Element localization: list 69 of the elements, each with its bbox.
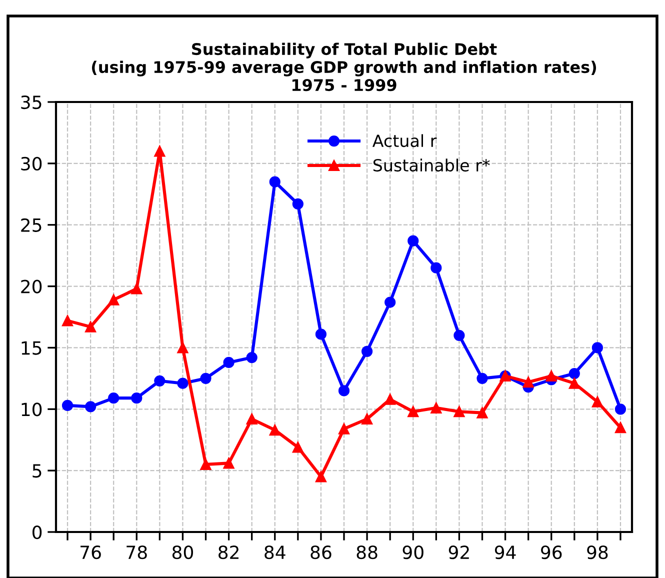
point: [430, 262, 442, 274]
point: [269, 424, 280, 436]
x-tick-label: 96: [541, 546, 562, 560]
point: [614, 422, 626, 434]
point: [246, 413, 258, 425]
point: [223, 458, 234, 469]
point: [62, 315, 74, 326]
point: [223, 356, 234, 368]
x-tick-label: 98: [587, 546, 608, 560]
point: [108, 392, 120, 404]
x-tick-label: 82: [218, 546, 238, 560]
point: [338, 385, 350, 396]
y-tick-label: 30: [21, 156, 42, 171]
point: [177, 342, 188, 354]
point: [269, 176, 280, 188]
point: [454, 330, 465, 341]
y-tick-label: 20: [21, 280, 42, 294]
point: [154, 375, 166, 386]
point: [108, 294, 120, 306]
point: [200, 458, 212, 470]
y-tick-label: 25: [21, 218, 42, 232]
x-tick-label: 78: [126, 546, 147, 560]
point: [85, 321, 96, 332]
y-tick-label: 0: [32, 525, 42, 540]
point: [476, 372, 488, 384]
point: [592, 396, 603, 408]
x-tick-label: 94: [494, 546, 516, 560]
point: [246, 352, 258, 364]
point: [85, 401, 96, 412]
legend-label: Actual r: [372, 134, 437, 148]
point: [568, 378, 580, 389]
point: [408, 406, 419, 418]
x-tick-label: 92: [448, 546, 469, 560]
point: [131, 392, 142, 404]
point: [177, 378, 188, 389]
point: [315, 471, 327, 482]
x-tick-label: 80: [172, 546, 194, 560]
y-tick-label: 10: [22, 402, 42, 416]
x-tick-label: 84: [264, 546, 286, 560]
chart-title: Sustainability of Total Public Debt (using 1975-99 average GDP growth and inflation rates) 1975 - 1999: [92, 42, 596, 92]
point: [384, 296, 396, 308]
point: [408, 235, 419, 246]
y-tick-label: 15: [22, 341, 42, 355]
point: [315, 328, 327, 340]
x-tick-label: 88: [356, 546, 378, 560]
point: [292, 198, 304, 210]
point: [476, 407, 488, 418]
point: [361, 413, 373, 425]
point: [568, 368, 580, 380]
x-tick-label: 86: [310, 546, 332, 560]
y-tick-label: 35: [21, 95, 42, 110]
x-tick-label: 76: [80, 546, 101, 560]
point: [292, 442, 304, 453]
point: [546, 370, 557, 382]
point: [592, 342, 603, 354]
legend-label: Sustainable r*: [373, 158, 490, 172]
point: [522, 376, 534, 388]
point: [384, 394, 396, 405]
y-tick-label: 5: [32, 464, 42, 478]
point: [430, 402, 442, 414]
point: [361, 346, 373, 357]
point: [614, 404, 626, 415]
point: [154, 146, 166, 157]
point: [454, 406, 465, 418]
point: [338, 423, 350, 434]
x-tick-label: 90: [402, 546, 424, 560]
point: [131, 283, 142, 294]
point: [200, 372, 212, 384]
point: [62, 400, 74, 412]
